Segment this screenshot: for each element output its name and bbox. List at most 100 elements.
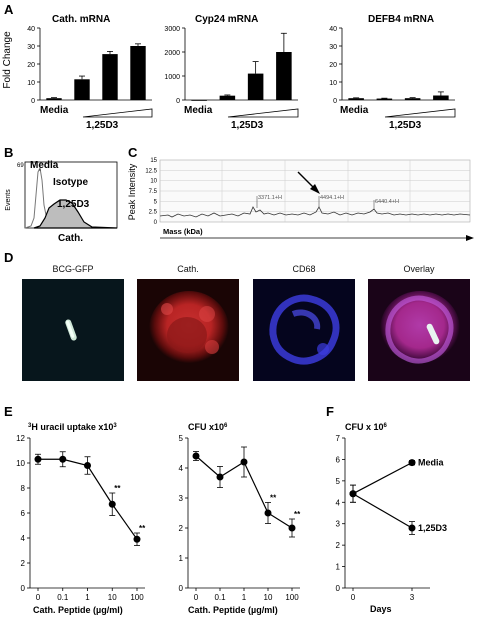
y-tick-label: 4: [336, 498, 341, 507]
bar: [102, 54, 118, 100]
micro-label-cd68: CD68: [292, 264, 316, 274]
bar: [247, 73, 264, 100]
cath-image: [137, 279, 239, 381]
micro-label-bcg-gfp: BCG-GFP: [52, 264, 94, 274]
bar: [376, 98, 393, 100]
x-tick-label: 100: [285, 593, 299, 602]
panel-f-xlabel: Days: [370, 604, 392, 614]
y-tick-label: 6: [336, 455, 341, 464]
spectrum-y-tick-label: 2.5: [149, 210, 158, 216]
histogram-label-media: Media: [30, 160, 59, 171]
significance-label: **: [139, 524, 146, 533]
y-tick-label: 0: [176, 98, 180, 105]
x-tick-label: 1: [242, 593, 247, 602]
e2-xlabel: Cath. Peptide (µg/ml): [188, 605, 278, 615]
a3-concentration-wedge: [384, 108, 456, 118]
peak-label-3371: 3371.1+H: [258, 195, 282, 201]
spectrum-y-tick-label: 10: [150, 179, 157, 185]
significance-label: **: [294, 510, 301, 519]
spectrum-y-tick-label: 7.5: [149, 189, 158, 195]
spectrum-y-tick-label: 12.5: [145, 168, 157, 174]
series-label: 1,25D3: [418, 523, 447, 533]
a1-media-label: Media: [40, 105, 69, 116]
micro-image-bcg-gfp: [22, 279, 124, 381]
y-tick-label: 7: [336, 434, 341, 443]
y-tick-label: 0: [179, 584, 184, 593]
y-tick-label: 0: [333, 98, 337, 105]
peak-label-6440: 6440.4+H: [375, 199, 399, 205]
y-tick-label: 8: [21, 484, 26, 493]
panel-c-mass-spectrum: Peak Intensity 0 2.5 5 7.5 10 12.5 15 3371.1+H…: [127, 158, 474, 241]
y-tick-label: 1: [179, 554, 184, 563]
panel-a-ylabel: Fold Change: [2, 31, 13, 89]
data-point: [133, 535, 141, 543]
a3-treatment-label: 1,25D3: [389, 120, 422, 131]
panel-letter-a: A: [4, 2, 14, 17]
y-tick-label: 2000: [164, 50, 180, 57]
a2-concentration-wedge: [227, 108, 299, 118]
histogram-xlabel: Cath.: [58, 233, 83, 244]
overlay-image: [368, 279, 470, 381]
micro-label-cath: Cath.: [177, 264, 199, 274]
micro-image-cd68: [253, 279, 355, 381]
chart-title-defb4-mrna: DEFB4 mRNA: [368, 14, 434, 25]
y-tick-label: 1000: [164, 74, 180, 81]
peak-arrow-head: [310, 184, 320, 194]
panel-letter-f: F: [326, 404, 334, 419]
bar: [433, 95, 449, 100]
y-tick-label: 6: [21, 509, 26, 518]
y-tick-label: 2: [179, 524, 184, 533]
y-tick-label: 2: [336, 541, 341, 550]
y-tick-label: 4: [179, 464, 184, 473]
x-tick-label: 0.1: [57, 593, 69, 602]
chart-uracil-uptake: 3H uracil uptake x103 0 2 4 6 8 10 12 0 0.1 1 10 10…: [16, 422, 146, 602]
series-line: [352, 462, 413, 495]
y-tick-label: 3: [336, 520, 341, 529]
y-tick-label: 12: [16, 434, 25, 443]
data-point: [216, 473, 224, 481]
uracil-title: 3H uracil uptake x103: [28, 422, 117, 432]
micro-image-overlay: [368, 279, 470, 381]
micro-image-cath: [137, 279, 239, 381]
data-point: [349, 490, 357, 498]
x-tick-label: 100: [130, 593, 144, 602]
y-tick-label: 0: [21, 584, 26, 593]
chart-title-cyp24-mrna: Cyp24 mRNA: [195, 14, 258, 25]
data-point: [288, 524, 296, 532]
x-tick-label: 0: [194, 593, 199, 602]
data-point: [192, 452, 200, 460]
x-tick-label: 10: [264, 593, 273, 602]
bar: [219, 95, 236, 100]
y-tick-label: 3: [179, 494, 184, 503]
spectrum-y-tick-label: 5: [154, 199, 158, 205]
y-tick-label: 5: [336, 477, 341, 486]
y-tick-label: 10: [27, 80, 35, 87]
spectrum-y-tick-label: 0: [154, 220, 158, 226]
y-tick-label: 0: [336, 584, 341, 593]
x-tick-label: 0: [351, 593, 356, 602]
bar: [74, 79, 90, 100]
y-tick-label: 20: [27, 62, 35, 69]
x-tick-label: 10: [108, 593, 117, 602]
y-tick-label: 10: [329, 80, 337, 87]
y-tick-label: 4: [21, 534, 26, 543]
bcg-gfp-image: [22, 279, 124, 381]
micro-label-overlay: Overlay: [403, 264, 435, 274]
histogram-label-isotype: Isotype: [53, 177, 88, 188]
chart-cfu-peptide: CFU x106 0 1 2 3 4 5 0 0.1 1 10 100 ** **: [179, 422, 302, 602]
y-tick-label: 1: [336, 563, 341, 572]
data-point: [240, 458, 248, 466]
significance-label: **: [114, 484, 121, 493]
cfu-peptide-title: CFU x106: [188, 422, 228, 432]
spectrum-xlabel: Mass (kDa): [163, 227, 203, 236]
panel-letter-c: C: [128, 145, 138, 160]
panel-f-title: CFU x 106: [345, 422, 388, 432]
panel-letter-b: B: [4, 145, 13, 160]
a1-treatment-label: 1,25D3: [86, 120, 119, 131]
x-tick-label: 0: [36, 593, 41, 602]
y-tick-label: 5: [179, 434, 184, 443]
series-label: Media: [418, 458, 445, 468]
